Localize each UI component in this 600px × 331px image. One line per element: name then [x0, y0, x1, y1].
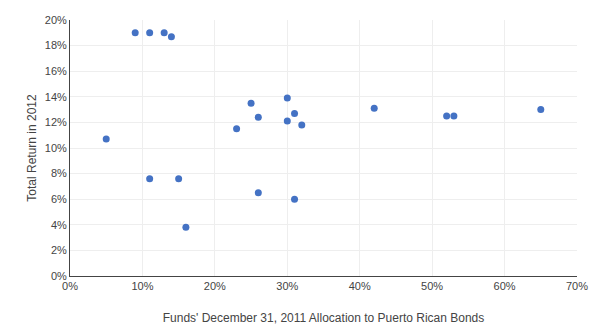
svg-text:12%: 12%	[45, 116, 67, 128]
svg-text:20%: 20%	[204, 280, 226, 292]
svg-text:60%: 60%	[494, 280, 516, 292]
svg-text:10%: 10%	[131, 280, 153, 292]
svg-text:40%: 40%	[349, 280, 371, 292]
svg-text:2%: 2%	[51, 244, 67, 256]
svg-text:6%: 6%	[51, 193, 67, 205]
svg-text:18%: 18%	[45, 39, 67, 51]
svg-text:70%: 70%	[566, 280, 588, 292]
svg-text:0%: 0%	[62, 280, 78, 292]
svg-text:14%: 14%	[45, 91, 67, 103]
svg-text:50%: 50%	[421, 280, 443, 292]
svg-text:10%: 10%	[45, 142, 67, 154]
svg-text:30%: 30%	[276, 280, 298, 292]
svg-text:4%: 4%	[51, 219, 67, 231]
svg-text:0%: 0%	[51, 270, 67, 282]
svg-text:20%: 20%	[45, 14, 67, 26]
svg-text:8%: 8%	[51, 167, 67, 179]
svg-text:Total Return in 2012: Total Return in 2012	[25, 94, 39, 202]
svg-text:16%: 16%	[45, 65, 67, 77]
svg-text:Funds' December 31, 2011 Alloc: Funds' December 31, 2011 Allocation to P…	[163, 311, 485, 325]
